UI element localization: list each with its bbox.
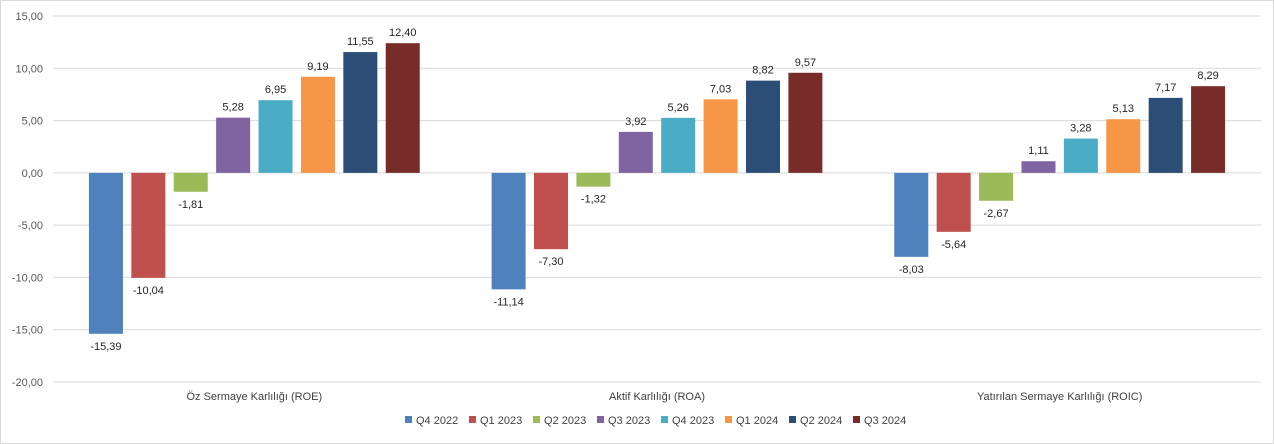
legend-label: Q4 2022 (416, 415, 458, 427)
legend-label: Q1 2024 (736, 415, 778, 427)
y-tick-label: -20,00 (12, 377, 43, 389)
bar (1191, 86, 1226, 173)
bar (534, 172, 568, 250)
legend-label: Q3 2024 (864, 415, 906, 427)
bar (343, 52, 378, 173)
legend-swatch (725, 416, 732, 423)
data-label: 1,11 (1028, 145, 1049, 157)
legend-swatch (853, 416, 860, 423)
y-tick-label: 10,00 (15, 63, 43, 75)
bar (894, 172, 929, 257)
data-label: 5,26 (667, 102, 688, 114)
legend-label: Q2 2023 (544, 415, 586, 427)
data-label: -11,14 (493, 296, 523, 308)
bar (385, 43, 420, 173)
bar (491, 172, 526, 290)
bar (576, 172, 611, 187)
y-tick-label: 0,00 (22, 168, 43, 180)
y-tick-label: -10,00 (12, 272, 43, 284)
data-label: 7,03 (710, 83, 731, 95)
bar (1063, 138, 1098, 173)
data-label: 6,95 (265, 84, 286, 96)
data-label: 3,92 (625, 116, 646, 128)
legend-swatch (597, 416, 604, 423)
bar (1106, 119, 1141, 173)
data-label: 5,28 (222, 102, 243, 114)
data-label: -8,03 (899, 264, 924, 276)
bar (173, 172, 208, 192)
bar (216, 117, 251, 173)
bar (788, 72, 823, 173)
data-label: -1,32 (581, 194, 606, 206)
data-label: 11,55 (347, 36, 374, 48)
y-tick-label: -5,00 (18, 220, 43, 232)
y-tick-label: -15,00 (12, 325, 43, 337)
bar (746, 80, 780, 173)
legend-swatch (405, 416, 412, 423)
bar (661, 117, 696, 173)
data-label: 8,82 (752, 65, 773, 77)
bar (1148, 97, 1183, 173)
legend-swatch (789, 416, 796, 423)
bar (131, 172, 166, 278)
data-label: -15,39 (90, 341, 121, 353)
data-label: 3,28 (1070, 123, 1091, 135)
data-label: 9,19 (307, 61, 328, 73)
data-label: 8,29 (1197, 70, 1218, 82)
bar (300, 76, 335, 173)
legend-swatch (533, 416, 540, 423)
bar (703, 99, 738, 173)
data-label: -7,30 (538, 256, 563, 268)
bar (936, 172, 971, 232)
legend-label: Q3 2023 (608, 415, 650, 427)
category-label: Öz Sermaye Karlılığı (ROE) (186, 391, 322, 403)
data-label: -1,81 (178, 199, 203, 211)
data-label: 9,57 (795, 57, 816, 69)
data-label: 7,17 (1155, 82, 1176, 94)
legend-label: Q1 2023 (480, 415, 522, 427)
y-tick-label: 5,00 (22, 116, 43, 128)
data-label: -2,67 (984, 208, 1009, 220)
bar (88, 172, 123, 334)
legend-swatch (469, 416, 476, 423)
y-tick-label: 15,00 (15, 11, 43, 23)
data-label: 5,13 (1113, 103, 1134, 115)
bar (1021, 161, 1056, 173)
category-label: Yatırılan Sermaye Karlılığı (ROIC) (977, 391, 1142, 403)
data-label: 12,40 (389, 27, 417, 39)
legend-swatch (661, 416, 668, 423)
bar (979, 172, 1014, 201)
legend-label: Q2 2024 (800, 415, 842, 427)
bar (258, 100, 293, 173)
bar (618, 131, 653, 173)
data-label: -5,64 (941, 239, 966, 251)
legend-label: Q4 2023 (672, 415, 714, 427)
category-label: Aktif Karlılığı (ROA) (609, 391, 705, 403)
data-label: -10,04 (133, 285, 164, 297)
